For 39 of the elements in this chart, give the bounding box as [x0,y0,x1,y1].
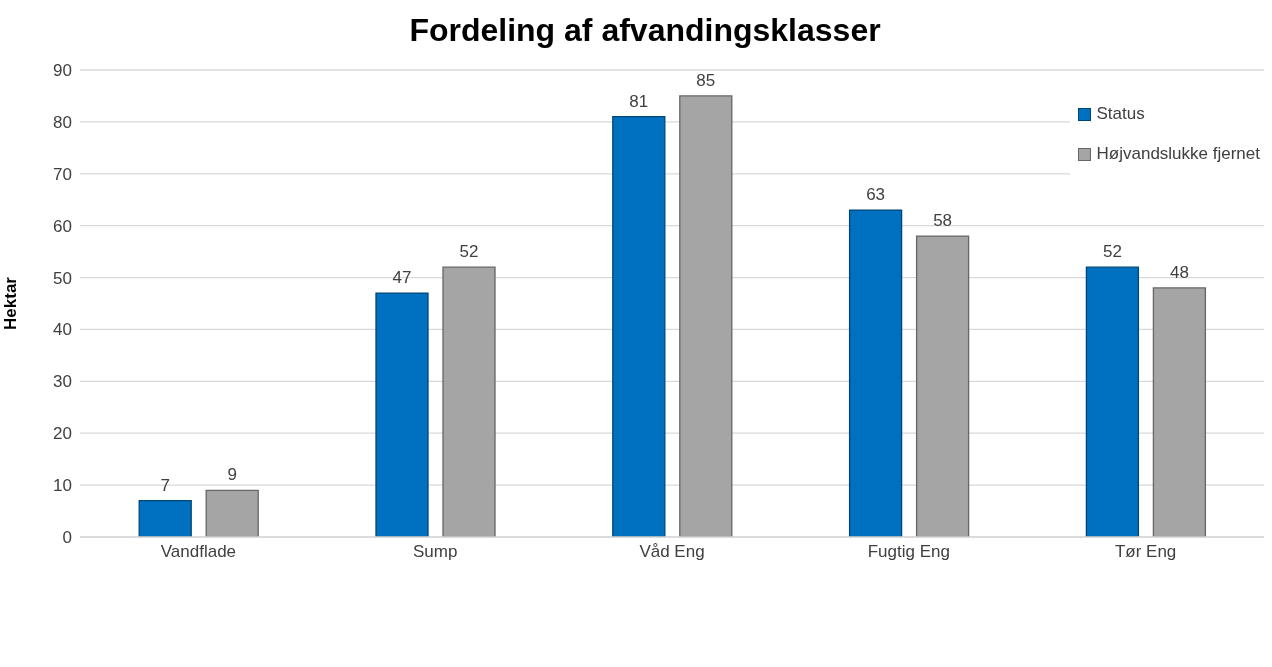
bar [1085,266,1140,537]
legend-label: Højvandslukke fjernet [1095,143,1260,165]
y-tick-label: 10 [53,476,72,496]
x-tick-label: Fugtig Eng [867,542,950,562]
legend-label: Status [1095,103,1146,125]
data-label: 48 [1169,262,1189,282]
y-tick-label: 30 [53,372,72,392]
bar [612,116,666,537]
x-tick-label: Vandflade [160,542,237,562]
data-label: 9 [227,465,237,485]
bar [375,292,429,537]
x-tick-label: Våd Eng [639,542,705,562]
data-label: 81 [629,91,649,111]
y-tick-label: 50 [53,268,72,288]
x-tick-label: Tør Eng [1114,542,1177,562]
chart-title: Fordeling af afvandingsklasser [408,12,882,49]
data-label: 52 [1102,242,1122,262]
bar [1152,287,1207,537]
bar [442,266,496,537]
y-tick-label: 90 [53,61,72,81]
data-label: 47 [392,268,412,288]
x-tick-label: Sump [412,542,458,562]
data-label: 63 [866,185,886,205]
bar [679,95,733,537]
y-tick-label: 80 [53,112,72,132]
y-tick-label: 0 [62,528,72,548]
y-tick-label: 20 [53,424,72,444]
bar [915,235,970,537]
y-tick-label: 70 [53,164,72,184]
bar [138,500,192,537]
data-label: 52 [459,242,479,262]
y-axis-title: Hektar [1,276,21,330]
y-tick-label: 60 [53,216,72,236]
bar [848,209,903,537]
data-label: 58 [933,211,953,231]
data-label: 7 [160,475,170,495]
y-tick-label: 40 [53,320,72,340]
data-label: 85 [696,70,716,90]
bar [205,489,259,537]
